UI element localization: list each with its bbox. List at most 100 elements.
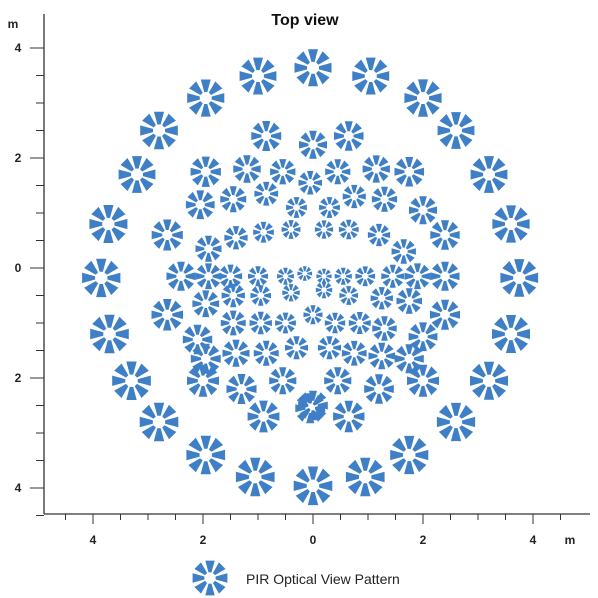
data-point bbox=[248, 266, 268, 287]
data-point bbox=[112, 361, 151, 400]
data-point bbox=[298, 390, 328, 421]
data-point bbox=[220, 310, 246, 336]
data-point bbox=[319, 197, 340, 218]
data-point bbox=[341, 340, 367, 366]
data-point bbox=[408, 322, 438, 352]
data-point bbox=[269, 367, 297, 395]
data-point bbox=[298, 171, 322, 195]
data-point bbox=[315, 281, 333, 299]
data-point bbox=[371, 186, 398, 212]
data-point bbox=[251, 121, 282, 151]
data-point bbox=[492, 315, 530, 353]
data-point bbox=[364, 374, 394, 404]
data-point bbox=[470, 361, 508, 400]
points-group bbox=[82, 49, 539, 506]
data-point bbox=[345, 457, 385, 497]
data-point bbox=[318, 336, 341, 360]
data-point bbox=[303, 305, 323, 325]
data-point bbox=[297, 266, 313, 281]
y-tick-label: 4 bbox=[15, 481, 22, 495]
axes-group bbox=[43, 14, 590, 515]
data-point bbox=[348, 312, 371, 334]
data-point bbox=[500, 259, 539, 297]
data-point bbox=[220, 186, 247, 213]
data-point bbox=[187, 364, 219, 397]
data-point bbox=[372, 316, 397, 341]
data-point bbox=[409, 196, 437, 225]
data-point bbox=[430, 220, 460, 250]
data-point bbox=[224, 226, 248, 250]
x-tick-label: 2 bbox=[420, 533, 427, 547]
y-tick-label: 4 bbox=[15, 41, 22, 55]
data-point bbox=[151, 299, 183, 331]
data-point bbox=[492, 205, 530, 243]
x-tick-label: 4 bbox=[530, 533, 537, 547]
data-point bbox=[239, 57, 277, 95]
data-point bbox=[166, 261, 196, 291]
data-point bbox=[187, 79, 225, 117]
data-point bbox=[195, 263, 222, 290]
data-point bbox=[222, 339, 250, 367]
data-point bbox=[254, 181, 279, 206]
data-point bbox=[404, 263, 431, 290]
data-point bbox=[314, 220, 334, 239]
data-point bbox=[294, 49, 332, 87]
data-point bbox=[221, 283, 245, 308]
data-point bbox=[250, 285, 271, 306]
data-point bbox=[391, 239, 416, 264]
chart-title: Top view bbox=[271, 12, 339, 29]
x-tick-label: 4 bbox=[90, 533, 97, 547]
data-point bbox=[90, 314, 129, 354]
data-point bbox=[334, 121, 364, 151]
data-point bbox=[293, 466, 333, 506]
y-tick-label: 2 bbox=[15, 371, 22, 385]
data-point bbox=[253, 340, 279, 366]
data-point bbox=[282, 284, 300, 302]
data-point bbox=[437, 112, 475, 149]
data-point bbox=[325, 159, 351, 185]
y-tick-label: 0 bbox=[15, 261, 22, 275]
data-point bbox=[324, 312, 346, 334]
data-point bbox=[186, 435, 226, 475]
data-point bbox=[396, 288, 422, 314]
data-point bbox=[430, 299, 460, 330]
data-point bbox=[190, 343, 221, 374]
data-point bbox=[195, 235, 222, 262]
data-point bbox=[390, 435, 429, 475]
data-point bbox=[299, 130, 327, 159]
data-point bbox=[316, 268, 332, 284]
data-point bbox=[275, 312, 296, 334]
data-point bbox=[249, 311, 272, 335]
data-point bbox=[362, 155, 390, 183]
data-point bbox=[352, 57, 390, 95]
data-point bbox=[404, 79, 442, 117]
data-point bbox=[342, 184, 366, 209]
data-point bbox=[368, 342, 395, 370]
data-point bbox=[151, 219, 183, 251]
data-point bbox=[324, 367, 352, 395]
data-point bbox=[247, 400, 280, 433]
data-point bbox=[281, 220, 301, 239]
data-point bbox=[286, 197, 307, 218]
data-point bbox=[333, 400, 365, 433]
data-point bbox=[118, 156, 156, 193]
data-point bbox=[140, 111, 178, 150]
legend: PIR Optical View Pattern bbox=[192, 560, 400, 596]
data-point bbox=[334, 267, 352, 285]
legend-label: PIR Optical View Pattern bbox=[246, 571, 400, 587]
data-point bbox=[367, 223, 391, 247]
data-point bbox=[192, 290, 220, 318]
data-point bbox=[233, 155, 261, 183]
y-axis-unit: m bbox=[8, 17, 19, 31]
data-point bbox=[190, 156, 221, 187]
data-point bbox=[394, 344, 424, 374]
data-point bbox=[226, 374, 257, 404]
data-point bbox=[277, 267, 294, 285]
data-point bbox=[394, 157, 424, 187]
x-tick-label: 2 bbox=[200, 533, 207, 547]
legend-marker bbox=[192, 560, 228, 596]
x-tick-label: 0 bbox=[310, 533, 317, 547]
data-point bbox=[370, 287, 393, 310]
data-point bbox=[82, 258, 121, 298]
